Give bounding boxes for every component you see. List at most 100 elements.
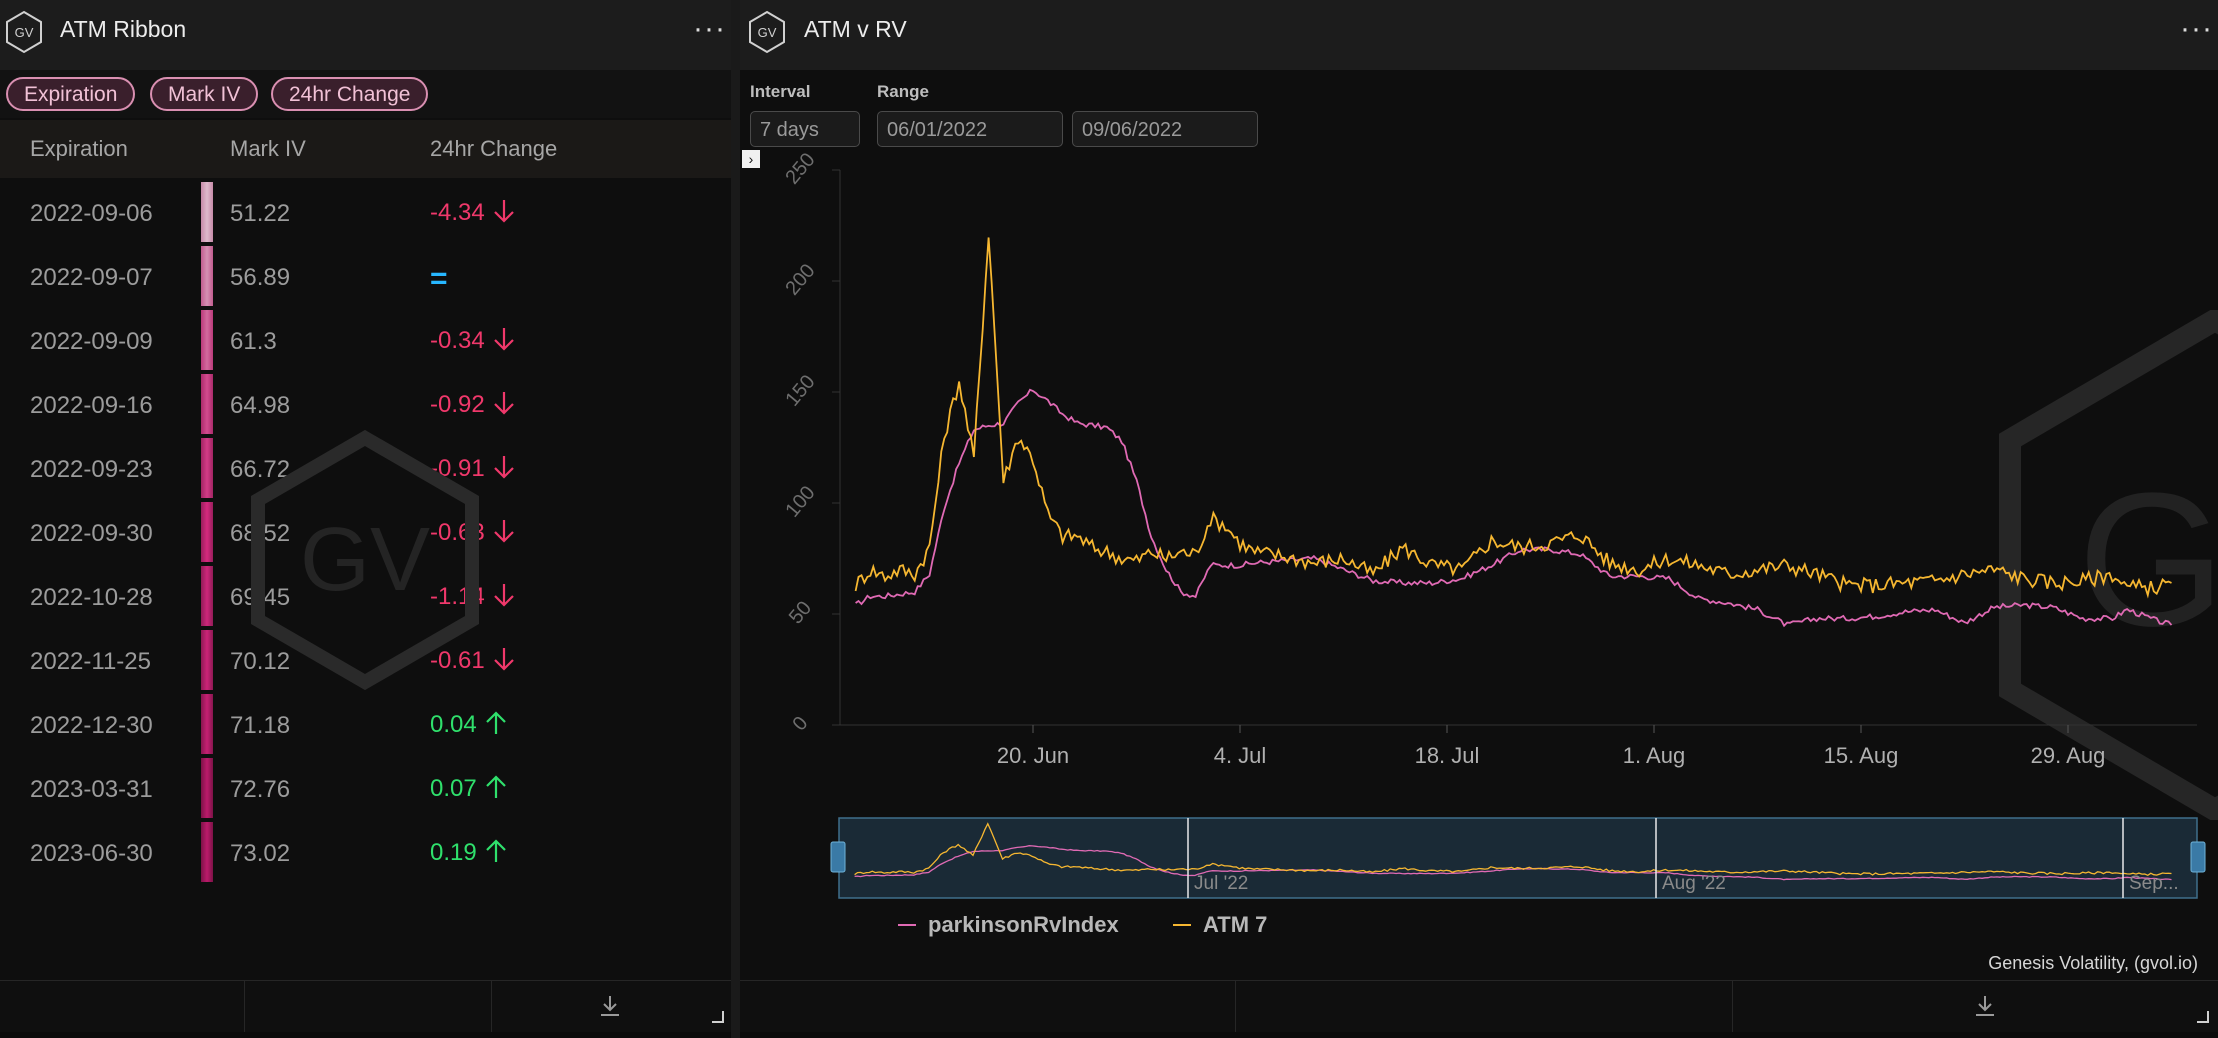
panel-splitter[interactable] [731,0,740,1038]
interval-label: Interval [750,82,811,101]
mark-iv-cell: 51.22 [230,200,291,227]
table-row[interactable]: 2022-11-25 70.12 -0.61 [0,628,731,692]
mark-iv-cell: 66.72 [230,456,291,483]
change-value: -0.61 [430,647,485,674]
x-tick-label: 15. Aug [1824,743,1899,768]
panel-title: ATM Ribbon [60,16,187,42]
iv-heat-bar [201,566,213,626]
column-header-expiration[interactable]: Expiration [30,136,128,161]
panel-header: GV ATM v RV ··· [740,0,2218,70]
rv-series-line[interactable] [855,388,2173,628]
change-value: 0.07 [430,775,477,802]
chart-legend: parkinsonRvIndex ATM 7 [898,912,1267,937]
table-header: Expiration Mark IV 24hr Change [0,120,731,178]
download-icon[interactable] [1972,993,1998,1019]
arrow-down-icon [493,520,514,543]
navigator-rv-line [854,845,2172,881]
atm-series-line[interactable] [854,237,2172,599]
arrow-down-icon [493,392,514,415]
range-end-input[interactable]: 09/06/2022 [1072,111,1258,147]
range-navigator: Jul '22 Aug '22 Sep... [830,817,2206,899]
resize-handle-icon[interactable] [2197,1011,2209,1023]
table-row[interactable]: 2022-12-30 71.18 0.04 [0,692,731,756]
filter-chip-bar: Expiration Mark IV 24hr Change [0,70,731,118]
iv-heat-bar [201,182,213,242]
y-tick-label: 200 [781,260,819,300]
interval-select[interactable]: 7 days [750,111,860,147]
expiration-cell: 2022-09-16 [30,392,153,419]
arrow-down-icon [493,328,514,351]
download-icon[interactable] [597,993,623,1019]
iv-heat-bar [201,246,213,306]
mark-iv-cell: 70.12 [230,648,291,675]
legend-item-atm[interactable]: ATM 7 [1173,912,1267,937]
expiration-cell: 2022-09-30 [30,520,153,547]
arrow-up-icon [485,775,506,798]
more-options-icon[interactable]: ··· [693,12,726,45]
svg-text:GV: GV [2078,454,2218,666]
change-cell: 0.04 [430,710,507,739]
mark-iv-cell: 64.98 [230,392,291,419]
mark-iv-cell: 72.76 [230,776,291,803]
arrow-down-icon [493,648,514,671]
y-tick-label: 100 [781,482,819,522]
iv-heat-bar [201,822,213,882]
more-options-icon[interactable]: ··· [2180,12,2213,45]
y-tick-label: 250 [781,149,819,189]
panel-footer [0,980,731,1032]
change-value: 0.04 [430,711,477,738]
iv-heat-bar [201,758,213,818]
range-start-input[interactable]: 06/01/2022 [877,111,1063,147]
y-tick-label: 50 [785,597,816,628]
expiration-cell: 2022-09-06 [30,200,153,227]
column-header-24hr-change[interactable]: 24hr Change [430,136,558,161]
x-tick-label: 18. Jul [1415,743,1480,768]
footer-divider [1732,981,1733,1032]
change-cell: -4.34 [430,198,515,227]
x-tick-label: 29. Aug [2031,743,2106,768]
gv-watermark-icon: GV [251,430,479,690]
panel-title: ATM v RV [804,16,907,42]
resize-handle-icon[interactable] [712,1011,724,1023]
table-row[interactable]: 2022-09-09 61.3 -0.34 [0,308,731,372]
navigator-window[interactable] [838,817,2198,899]
navigator-month-label: Aug '22 [1662,873,1726,894]
change-value: -4.34 [430,199,485,226]
table-row[interactable]: 2023-03-31 72.76 0.07 [0,756,731,820]
iv-heat-bar [201,630,213,690]
filter-chip-expiration[interactable]: Expiration [6,77,136,111]
filter-chip-mark-iv[interactable]: Mark IV [150,77,259,111]
change-cell: 0.07 [430,774,507,803]
table-row[interactable]: 2022-09-07 56.89 = [0,244,731,308]
gv-logo-icon: GV [6,10,42,54]
legend-label: ATM 7 [1203,912,1267,937]
svg-text:GV: GV [300,510,430,610]
column-header-mark-iv[interactable]: Mark IV [230,136,306,161]
chevron-right-icon[interactable]: › [742,150,760,168]
table-row[interactable]: 2023-06-30 73.02 0.19 [0,820,731,884]
expiration-cell: 2022-09-07 [30,264,153,291]
svg-text:GV: GV [758,25,777,40]
atm-vs-rv-chart[interactable]: 0 50 100 150 200 250 20. Jun 4. Jul 18. Jul 1. A… [740,0,2218,1032]
y-tick-label: 150 [781,371,819,411]
table-row[interactable]: 2022-09-23 66.72 -0.91 [0,436,731,500]
atm-ribbon-panel: GV ATM Ribbon ··· Expiration Mark IV 24h… [0,0,731,1032]
x-tick-label: 4. Jul [1214,743,1267,768]
navigator-month-label: Sep... [2129,873,2179,894]
table-row[interactable]: 2022-09-06 51.22 -4.34 [0,180,731,244]
chart-credit[interactable]: Genesis Volatility, (gvol.io) [1988,953,2198,973]
navigator-left-handle[interactable] [830,841,846,873]
change-value: 0.19 [430,839,477,866]
table-row[interactable]: 2022-09-16 64.98 -0.92 [0,372,731,436]
svg-text:GV: GV [15,25,34,40]
change-cell: = [430,262,448,296]
footer-divider [244,981,245,1032]
filter-chip-24hr-change[interactable]: 24hr Change [271,77,429,111]
change-cell: -0.34 [430,326,515,355]
change-value: = [430,262,448,295]
x-tick-label: 20. Jun [997,743,1069,768]
iv-heat-bar [201,694,213,754]
legend-item-rv[interactable]: parkinsonRvIndex [898,912,1119,937]
gv-logo-icon: GV [749,10,785,54]
navigator-right-handle[interactable] [2190,841,2206,873]
